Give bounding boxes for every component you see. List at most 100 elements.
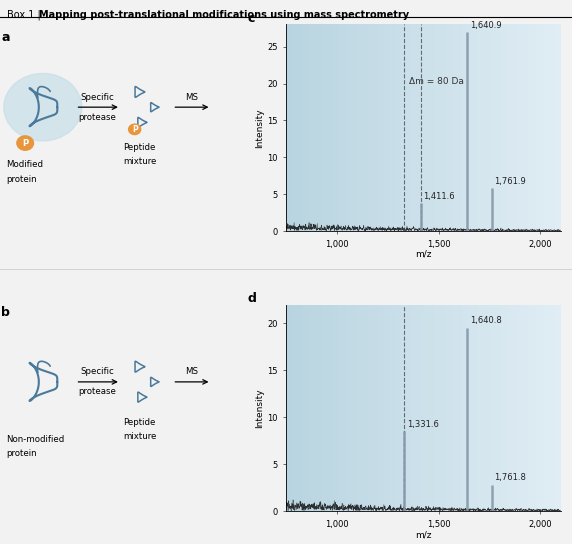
Text: Box 1 |: Box 1 | bbox=[7, 10, 43, 20]
Bar bbox=[517, 305, 519, 511]
Bar bbox=[379, 24, 382, 231]
Bar bbox=[530, 24, 533, 231]
Text: protein: protein bbox=[6, 449, 37, 459]
Bar bbox=[335, 24, 338, 231]
Bar bbox=[330, 305, 333, 511]
Bar bbox=[539, 305, 541, 511]
Bar bbox=[492, 305, 495, 511]
Text: 1,761.8: 1,761.8 bbox=[494, 473, 526, 482]
Bar bbox=[423, 24, 426, 231]
Bar bbox=[371, 24, 374, 231]
Circle shape bbox=[129, 124, 141, 134]
Bar bbox=[486, 24, 489, 231]
Bar bbox=[368, 24, 371, 231]
Bar bbox=[492, 24, 495, 231]
Bar bbox=[324, 305, 327, 511]
Bar bbox=[360, 24, 363, 231]
Bar bbox=[338, 24, 341, 231]
Bar bbox=[519, 305, 522, 511]
Bar bbox=[374, 305, 376, 511]
Bar bbox=[511, 305, 514, 511]
Bar bbox=[553, 24, 555, 231]
Bar bbox=[544, 24, 547, 231]
Bar bbox=[308, 24, 311, 231]
Bar bbox=[341, 24, 344, 231]
Bar bbox=[503, 305, 506, 511]
Bar bbox=[481, 24, 484, 231]
Bar bbox=[451, 305, 454, 511]
Bar bbox=[431, 24, 434, 231]
Text: 1,761.9: 1,761.9 bbox=[494, 177, 526, 186]
Bar bbox=[484, 305, 486, 511]
Bar bbox=[300, 305, 303, 511]
Bar bbox=[495, 24, 498, 231]
Bar bbox=[366, 305, 368, 511]
Text: Specific: Specific bbox=[80, 367, 114, 376]
Bar bbox=[338, 305, 341, 511]
Bar bbox=[404, 24, 407, 231]
Bar bbox=[388, 24, 390, 231]
Bar bbox=[407, 305, 410, 511]
Bar bbox=[390, 24, 393, 231]
Bar bbox=[358, 24, 360, 231]
Bar bbox=[333, 305, 335, 511]
X-axis label: m/z: m/z bbox=[415, 250, 431, 259]
Bar bbox=[454, 24, 456, 231]
Bar bbox=[462, 305, 464, 511]
Bar bbox=[319, 305, 321, 511]
Bar bbox=[472, 24, 475, 231]
Bar bbox=[464, 305, 467, 511]
Bar bbox=[410, 305, 412, 511]
Bar bbox=[429, 305, 431, 511]
Bar bbox=[399, 305, 402, 511]
Bar bbox=[415, 305, 418, 511]
Bar bbox=[363, 24, 366, 231]
Text: MS: MS bbox=[185, 92, 198, 102]
Bar bbox=[536, 24, 539, 231]
Bar bbox=[478, 305, 481, 511]
Bar bbox=[402, 305, 404, 511]
Bar bbox=[390, 305, 393, 511]
Bar bbox=[360, 305, 363, 511]
Bar bbox=[437, 305, 440, 511]
Bar bbox=[374, 24, 376, 231]
Bar bbox=[431, 305, 434, 511]
Bar bbox=[541, 305, 544, 511]
Text: protease: protease bbox=[78, 113, 116, 122]
Bar bbox=[344, 305, 347, 511]
Text: 1,411.6: 1,411.6 bbox=[423, 192, 455, 201]
Bar bbox=[555, 305, 558, 511]
Bar bbox=[451, 24, 454, 231]
Bar bbox=[484, 24, 486, 231]
Text: b: b bbox=[1, 306, 10, 319]
Circle shape bbox=[17, 136, 34, 150]
Text: protease: protease bbox=[78, 387, 116, 397]
Bar bbox=[313, 305, 316, 511]
Bar bbox=[327, 24, 330, 231]
Bar bbox=[459, 305, 462, 511]
Bar bbox=[407, 24, 410, 231]
Bar bbox=[426, 24, 429, 231]
Bar bbox=[525, 305, 527, 511]
Text: a: a bbox=[1, 31, 10, 44]
Bar bbox=[429, 24, 431, 231]
Bar bbox=[440, 24, 443, 231]
Bar bbox=[448, 305, 451, 511]
Bar bbox=[352, 24, 355, 231]
Bar bbox=[396, 24, 399, 231]
Bar bbox=[349, 24, 352, 231]
Text: 1,640.8: 1,640.8 bbox=[470, 316, 502, 325]
Bar bbox=[541, 24, 544, 231]
Bar bbox=[547, 24, 550, 231]
Bar bbox=[514, 305, 517, 511]
Bar bbox=[363, 305, 366, 511]
Circle shape bbox=[4, 73, 82, 141]
Bar bbox=[294, 305, 297, 511]
Bar bbox=[366, 24, 368, 231]
Text: 1,640.9: 1,640.9 bbox=[470, 21, 501, 30]
Bar bbox=[294, 24, 297, 231]
Bar bbox=[292, 24, 294, 231]
X-axis label: m/z: m/z bbox=[415, 530, 431, 539]
Bar bbox=[316, 24, 319, 231]
Bar bbox=[506, 305, 509, 511]
